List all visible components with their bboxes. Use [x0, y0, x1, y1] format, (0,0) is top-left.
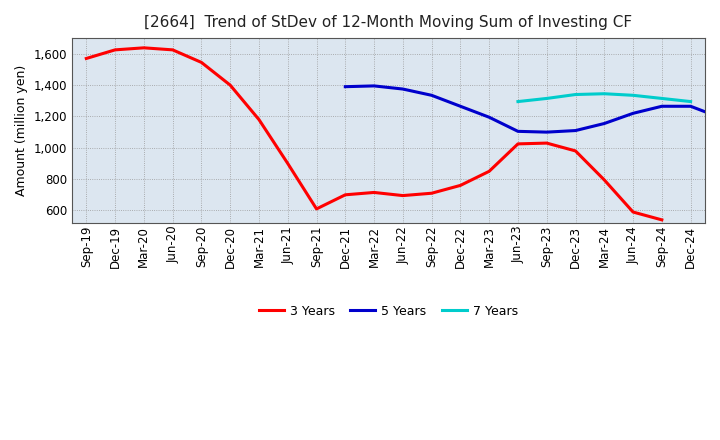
5 Years [657, 104, 666, 109]
3 Years [111, 47, 120, 52]
Line: 3 Years: 3 Years [86, 48, 662, 220]
5 Years [427, 93, 436, 98]
Line: 7 Years: 7 Years [518, 94, 690, 102]
Line: 5 Years: 5 Years [346, 86, 720, 137]
3 Years [485, 169, 493, 174]
3 Years [657, 217, 666, 223]
5 Years [715, 114, 720, 120]
3 Years [513, 141, 522, 147]
5 Years [370, 83, 379, 88]
Y-axis label: Amount (million yen): Amount (million yen) [15, 65, 28, 196]
3 Years [456, 183, 464, 188]
5 Years [341, 84, 350, 89]
Legend: 3 Years, 5 Years, 7 Years: 3 Years, 5 Years, 7 Years [254, 300, 523, 323]
7 Years [686, 99, 695, 104]
5 Years [686, 104, 695, 109]
3 Years [600, 177, 608, 183]
3 Years [226, 82, 235, 88]
5 Years [399, 86, 408, 92]
Title: [2664]  Trend of StDev of 12-Month Moving Sum of Investing CF: [2664] Trend of StDev of 12-Month Moving… [145, 15, 633, 30]
7 Years [571, 92, 580, 97]
5 Years [456, 104, 464, 109]
3 Years [629, 209, 637, 215]
7 Years [600, 91, 608, 96]
5 Years [600, 121, 608, 126]
3 Years [284, 161, 292, 166]
3 Years [168, 47, 177, 52]
3 Years [370, 190, 379, 195]
5 Years [542, 129, 551, 135]
5 Years [571, 128, 580, 133]
3 Years [82, 56, 91, 61]
3 Years [542, 140, 551, 146]
3 Years [341, 192, 350, 198]
7 Years [657, 96, 666, 101]
3 Years [571, 148, 580, 154]
7 Years [513, 99, 522, 104]
3 Years [197, 60, 206, 65]
5 Years [513, 129, 522, 134]
3 Years [399, 193, 408, 198]
3 Years [427, 191, 436, 196]
3 Years [255, 117, 264, 122]
3 Years [140, 45, 148, 51]
5 Years [485, 114, 493, 120]
7 Years [542, 96, 551, 101]
3 Years [312, 206, 321, 212]
7 Years [629, 93, 637, 98]
5 Years [629, 111, 637, 116]
